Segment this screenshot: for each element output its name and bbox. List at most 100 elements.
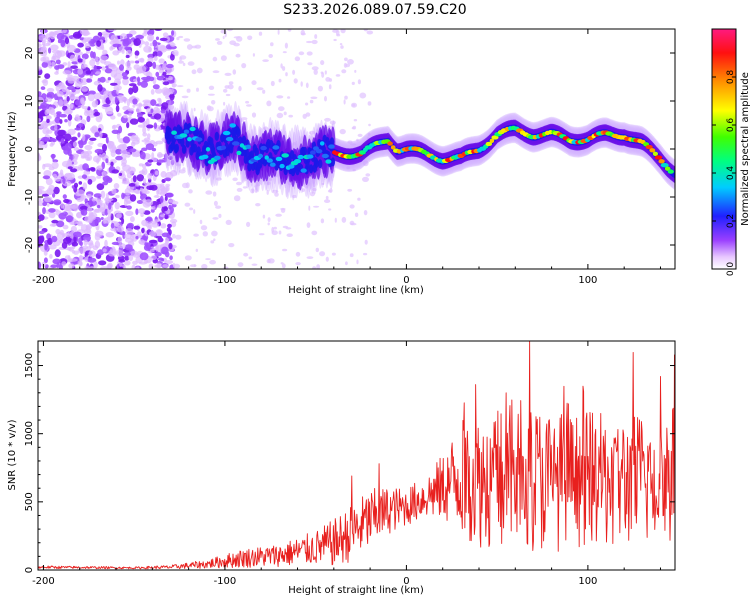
spectrogram-noise-blob bbox=[118, 243, 126, 249]
spectrogram-noise-blob bbox=[186, 44, 193, 50]
spectrogram-noise-blob bbox=[56, 32, 65, 41]
spectrogram-noise-blob bbox=[213, 238, 216, 241]
spectrogram-noise-blob bbox=[346, 166, 351, 170]
spectrogram-noise-blob bbox=[111, 144, 117, 152]
spectrogram-noise-blob bbox=[364, 239, 368, 245]
spectrogram-noise-blob bbox=[353, 119, 358, 122]
spectrogram-noise-blob bbox=[347, 59, 354, 65]
spectrogram-noise-blob bbox=[170, 159, 175, 166]
spectrogram-x-label: Height of straight line (km) bbox=[288, 285, 424, 296]
y-tick-label: 10 bbox=[24, 95, 35, 108]
spectrogram-noise-blob bbox=[117, 236, 123, 244]
spectrogram-noise-blob bbox=[51, 161, 59, 169]
spectrogram-noise-blob bbox=[141, 167, 148, 176]
spectrogram-noise-blob bbox=[116, 132, 121, 140]
spectrogram-noise-blob bbox=[67, 85, 75, 90]
spectrogram-noise-blob bbox=[121, 72, 128, 78]
spectrogram-noise-blob bbox=[314, 34, 318, 39]
spectrogram-ridge-peak bbox=[189, 126, 196, 132]
spectrogram-noise-blob bbox=[125, 33, 133, 38]
spectrogram-noise-blob bbox=[287, 29, 292, 32]
spectrogram-noise-blob bbox=[90, 51, 94, 58]
spectrogram-noise-blob bbox=[215, 38, 220, 41]
spectrogram-noise-blob bbox=[142, 132, 148, 137]
spectrogram-noise-blob bbox=[42, 127, 50, 135]
spectrogram-noise-blob bbox=[267, 258, 275, 264]
spectrogram-noise-blob bbox=[69, 104, 74, 110]
spectrogram-noise-blob bbox=[129, 118, 139, 125]
colorbar-tick-label: 0.2 bbox=[726, 214, 736, 228]
spectrogram-ridge-peak bbox=[213, 155, 221, 160]
spectrogram-noise-blob bbox=[54, 116, 61, 124]
spectrogram-ridge-core bbox=[223, 134, 228, 144]
spectrogram-noise-blob bbox=[164, 177, 171, 182]
page-title: S233.2026.089.07.59.C20 bbox=[283, 2, 467, 18]
spectrogram-noise-blob bbox=[305, 82, 309, 89]
spectrogram-noise-blob bbox=[81, 174, 88, 179]
spectrogram-noise-blob bbox=[176, 37, 180, 41]
spectrogram-noise-blob bbox=[144, 242, 149, 247]
spectrogram-noise-blob bbox=[311, 66, 319, 71]
spectrogram-noise-blob bbox=[182, 167, 186, 172]
spectrogram-noise-blob bbox=[48, 47, 52, 54]
spectrogram-noise-blob bbox=[76, 221, 80, 225]
spectrogram-noise-blob bbox=[121, 217, 125, 225]
spectrogram-noise-blob bbox=[57, 129, 66, 137]
spectrogram-noise-blob bbox=[218, 213, 222, 218]
spectrogram-noise-blob bbox=[196, 67, 203, 74]
spectrogram-noise-blob bbox=[69, 204, 78, 209]
spectrogram-noise-blob bbox=[81, 86, 89, 92]
spectrogram-noise-blob bbox=[320, 218, 325, 224]
spectrogram-noise-blob bbox=[77, 132, 81, 138]
spectrogram-noise-blob bbox=[82, 182, 88, 190]
spectrogram-ridge-peak bbox=[183, 129, 190, 134]
spectrogram-noise-blob bbox=[311, 230, 318, 236]
spectrogram-noise-blob bbox=[209, 259, 217, 265]
spectrogram-noise-blob bbox=[286, 233, 293, 237]
x-tick-label: -200 bbox=[32, 576, 55, 587]
spectrogram-noise-blob bbox=[51, 235, 58, 243]
spectrogram-noise-blob bbox=[312, 182, 315, 185]
spectrogram-noise-blob bbox=[220, 29, 227, 34]
spectrogram-noise-blob bbox=[114, 222, 120, 228]
spectrogram-noise-blob bbox=[55, 84, 60, 92]
spectrogram-noise-blob bbox=[136, 200, 144, 204]
spectrogram-noise-blob bbox=[150, 89, 155, 95]
spectrogram-noise-blob bbox=[308, 205, 311, 211]
spectrogram-noise-blob bbox=[154, 88, 163, 94]
spectrogram-noise-blob bbox=[63, 98, 68, 107]
spectrogram-noise-blob bbox=[132, 175, 137, 183]
spectrogram-noise-blob bbox=[357, 197, 361, 201]
spectrogram-noise-blob bbox=[84, 266, 90, 269]
spectrogram-noise-blob bbox=[156, 262, 162, 269]
spectrogram-noise-blob bbox=[312, 266, 317, 269]
spectrogram-noise-blob bbox=[212, 70, 220, 74]
spectrogram-noise-blob bbox=[94, 148, 104, 154]
y-tick-label: -10 bbox=[24, 189, 35, 205]
spectrogram-noise-blob bbox=[354, 212, 359, 217]
spectrogram-noise-blob bbox=[143, 244, 151, 251]
spectrogram-noise-blob bbox=[349, 143, 357, 146]
spectrogram-noise-blob bbox=[135, 60, 140, 64]
spectrogram-ridge-core bbox=[181, 144, 187, 154]
spectrogram-noise-blob bbox=[77, 175, 84, 179]
spectrogram-noise-blob bbox=[309, 191, 315, 197]
spectrogram-noise-blob bbox=[73, 182, 79, 188]
spectrogram-noise-blob bbox=[124, 244, 133, 251]
spectrogram-noise-blob bbox=[311, 178, 316, 185]
spectrogram-noise-blob bbox=[354, 69, 357, 73]
spectrogram-noise-blob bbox=[367, 132, 371, 136]
spectrogram-noise-blob bbox=[98, 260, 107, 266]
spectrogram-noise-blob bbox=[67, 128, 76, 136]
spectrogram-noise-blob bbox=[142, 99, 151, 104]
spectrogram-noise-blob bbox=[115, 155, 123, 161]
spectrogram-noise-blob bbox=[84, 144, 93, 151]
spectrogram-noise-blob bbox=[77, 58, 84, 63]
spectrogram-noise-blob bbox=[143, 79, 150, 82]
spectrogram-noise-blob bbox=[357, 79, 361, 85]
spectrogram-noise-blob bbox=[80, 29, 89, 36]
spectrogram-noise-blob bbox=[251, 112, 257, 118]
spectrogram-noise-blob bbox=[110, 115, 116, 120]
spectrogram-noise-blob bbox=[118, 266, 123, 269]
spectrogram-noise-blob bbox=[105, 231, 115, 238]
